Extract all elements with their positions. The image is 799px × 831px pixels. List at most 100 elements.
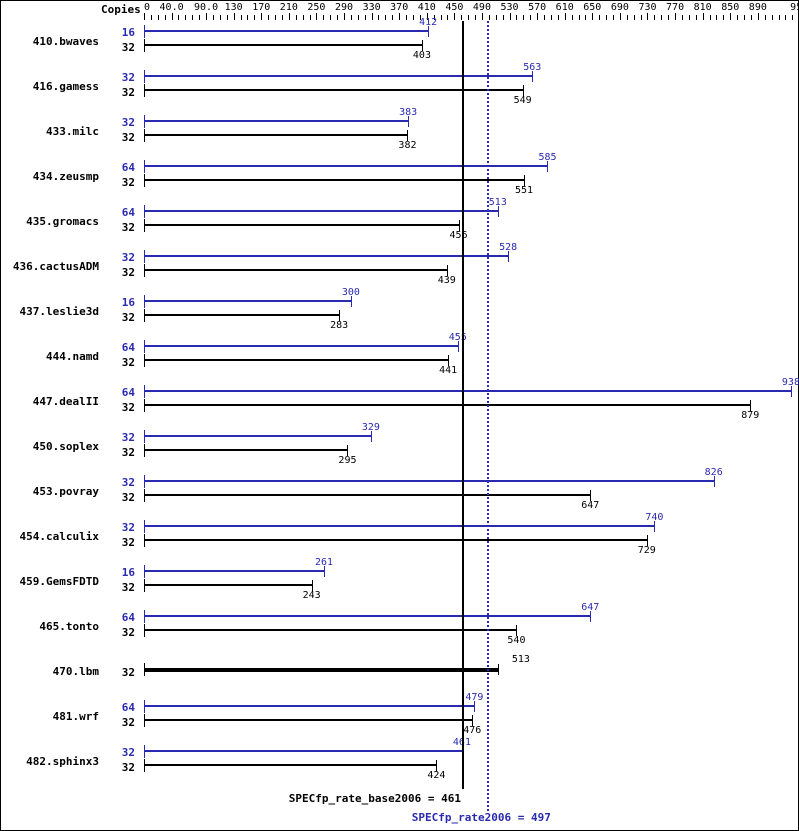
- bar-value-base: 540: [507, 635, 526, 646]
- benchmark-label: 450.soplex: [32, 440, 99, 453]
- bar-peak: [144, 570, 324, 572]
- x-tick-mark: [426, 13, 428, 20]
- ref-line-base: [461, 21, 464, 789]
- x-tick-mark: [571, 15, 573, 20]
- bar-base: [144, 719, 473, 721]
- x-tick-mark: [178, 15, 180, 20]
- copies-column-header: Copies: [101, 3, 141, 16]
- x-tick-mark: [509, 13, 511, 20]
- x-tick-mark: [219, 15, 221, 20]
- copies-value-base: 32: [121, 491, 135, 504]
- benchmark-row: 435.gromacs 64 32 513 456: [1, 197, 798, 246]
- bar-value-base: 441: [439, 365, 458, 376]
- x-tick-label: 690: [610, 2, 629, 13]
- bar-value-base: 382: [398, 140, 417, 151]
- benchmark-label: 453.povray: [32, 485, 99, 498]
- bar-value-base: 456: [449, 230, 468, 241]
- copies-value-peak: 32: [121, 71, 135, 84]
- x-tick-mark: [385, 15, 387, 20]
- x-tick-mark: [171, 13, 173, 20]
- bar-end-cap-base: [522, 85, 524, 96]
- bar-peak: [144, 705, 475, 707]
- bar-value-base: 295: [338, 455, 357, 466]
- x-tick-mark: [502, 15, 504, 20]
- x-tick-mark: [688, 15, 690, 20]
- x-tick-mark: [599, 15, 601, 20]
- bar-peak: [144, 615, 591, 617]
- benchmark-label: 435.gromacs: [26, 215, 99, 228]
- x-tick-mark: [150, 15, 152, 20]
- x-tick-mark: [702, 13, 704, 20]
- x-tick-mark: [468, 15, 470, 20]
- x-tick-mark: [792, 15, 794, 20]
- x-tick-mark: [212, 15, 214, 20]
- copies-value-base: 32: [121, 446, 135, 459]
- x-tick-mark: [612, 15, 614, 20]
- x-tick-mark: [778, 15, 780, 20]
- bar-value-peak: 261: [314, 557, 334, 568]
- x-tick-mark: [744, 15, 746, 20]
- x-tick-label: 170: [252, 2, 271, 13]
- copies-value-peak: 16: [121, 566, 135, 579]
- benchmark-label: 459.GemsFDTD: [19, 575, 99, 588]
- x-tick-mark: [247, 15, 249, 20]
- x-tick-mark: [716, 15, 718, 20]
- bar-base: [144, 764, 437, 766]
- x-tick-label: 530: [500, 2, 519, 13]
- benchmark-label: 410.bwaves: [32, 35, 99, 48]
- x-tick-mark: [764, 15, 766, 20]
- bar-end-cap-base: [436, 760, 438, 771]
- x-tick-label: 770: [666, 2, 685, 13]
- x-tick-mark: [261, 13, 263, 20]
- x-tick-mark: [288, 13, 290, 20]
- x-tick-mark: [592, 13, 594, 20]
- x-tick-label: 650: [583, 2, 602, 13]
- benchmark-row: 436.cactusADM 32 32 528 439: [1, 242, 798, 291]
- bar-end-cap-base: [407, 130, 409, 141]
- bar-value-peak: 412: [419, 17, 438, 28]
- benchmark-label: 434.zeusmp: [32, 170, 99, 183]
- bar-end-cap-base: [750, 400, 752, 411]
- copies-value-peak: 64: [121, 386, 135, 399]
- x-tick-mark: [757, 13, 759, 20]
- x-tick-mark: [164, 15, 166, 20]
- x-tick-mark: [392, 15, 394, 20]
- benchmark-label: 444.namd: [46, 350, 99, 363]
- bar-base: [144, 629, 517, 631]
- x-tick-label: 810: [693, 2, 712, 13]
- x-tick-mark: [585, 15, 587, 20]
- copies-value-base: 32: [121, 176, 135, 189]
- x-tick-mark: [544, 15, 546, 20]
- x-tick-mark: [523, 15, 525, 20]
- bar-end-cap-peak: [497, 206, 499, 217]
- x-tick-mark: [516, 15, 518, 20]
- x-tick-mark: [344, 13, 345, 20]
- x-tick-mark: [557, 15, 559, 20]
- bar-end-cap-base: [472, 715, 474, 726]
- x-tick-mark: [295, 15, 297, 20]
- benchmark-row: 450.soplex 32 32 329 295: [1, 422, 798, 471]
- x-tick-label: 730: [638, 2, 657, 13]
- x-tick-mark: [647, 13, 649, 20]
- bar-peak: [144, 75, 533, 77]
- copies-value-base: 32: [121, 716, 135, 729]
- x-tick-label: 490: [472, 2, 491, 13]
- copies-value-base: 32: [121, 311, 135, 324]
- x-tick-mark: [737, 15, 739, 20]
- x-tick-mark: [378, 15, 380, 20]
- benchmark-row: 454.calculix 32 32 740 729: [1, 512, 798, 561]
- benchmark-row: 410.bwaves 16 32 412 403: [1, 17, 798, 66]
- bar-value-peak: 647: [581, 602, 600, 613]
- benchmark-label: 447.dealII: [32, 395, 99, 408]
- copies-value-base: 32: [121, 666, 135, 679]
- bar-base: [144, 269, 447, 271]
- x-tick-mark: [281, 15, 283, 20]
- copies-value-base: 32: [121, 86, 135, 99]
- x-tick-mark: [440, 15, 442, 20]
- bar-base: [144, 134, 408, 136]
- x-tick-mark: [654, 15, 656, 20]
- x-tick-mark: [454, 13, 456, 20]
- bar-end-cap-base: [421, 40, 423, 51]
- bar-end-cap-peak: [350, 296, 352, 307]
- x-tick-label: 450: [445, 2, 464, 13]
